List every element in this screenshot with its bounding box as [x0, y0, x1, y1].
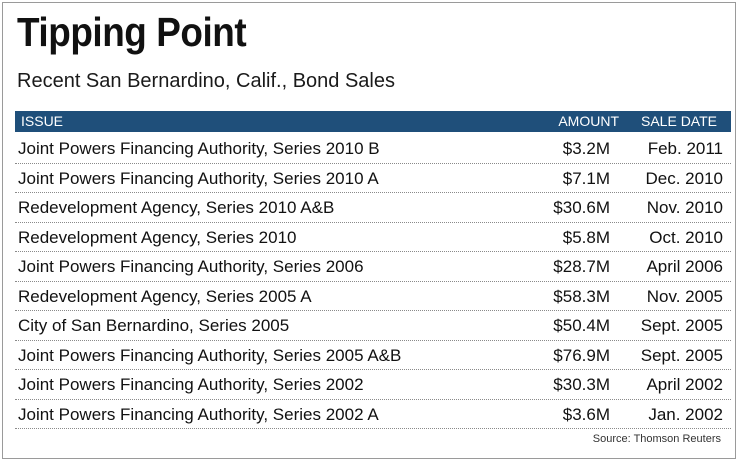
cell-sale-date: Nov. 2005 — [646, 286, 723, 306]
cell-amount: $28.7M — [553, 257, 610, 276]
cell-amount: $3.2M — [562, 139, 610, 158]
chart-frame: Tipping Point Recent San Bernardino, Cal… — [2, 2, 736, 459]
cell-issue: Joint Powers Financing Authority, Series… — [18, 168, 379, 188]
cell-amount: $3.6M — [562, 404, 610, 424]
cell-amount: $30.6M — [553, 198, 610, 217]
cell-issue: Redevelopment Agency, Series 2005 A — [18, 286, 312, 306]
cell-amount: $5.8M — [562, 227, 610, 247]
cell-sale-date: April 2002 — [646, 375, 723, 394]
cell-sale-date: Oct. 2010 — [649, 227, 723, 247]
cell-amount: $30.3M — [553, 375, 610, 394]
cell-issue: City of San Bernardino, Series 2005 — [18, 316, 290, 335]
cell-sale-date: Dec. 2010 — [645, 168, 724, 188]
table-row: Joint Powers Financing Authority, Series… — [15, 400, 731, 429]
table-row: Joint Powers Financing Authority, Series… — [15, 164, 731, 193]
table-row: Joint Powers Financing Authority, Series… — [15, 341, 731, 370]
table-body: Joint Powers Financing Authority, Series… — [15, 134, 731, 429]
cell-amount: $7.1M — [562, 168, 610, 188]
cell-issue: Redevelopment Agency, Series 2010 — [18, 227, 297, 247]
cell-issue: Joint Powers Financing Authority, Series… — [18, 375, 364, 394]
column-header-issue: ISSUE — [21, 113, 64, 129]
table-row: Joint Powers Financing Authority, Series… — [15, 252, 731, 282]
chart-subtitle: Recent San Bernardino, Calif., Bond Sale… — [17, 70, 395, 92]
cell-sale-date: Jan. 2002 — [648, 404, 723, 424]
cell-amount: $76.9M — [553, 345, 610, 365]
table-row: Joint Powers Financing Authority, Series… — [15, 370, 731, 400]
table-row: City of San Bernardino, Series 2005 $50.4… — [15, 311, 731, 341]
cell-sale-date: Sept. 2005 — [640, 345, 723, 365]
table-row: Joint Powers Financing Authority, Series… — [15, 134, 731, 164]
cell-sale-date: April 2006 — [646, 257, 723, 276]
cell-sale-date: Nov. 2010 — [646, 198, 723, 217]
cell-issue: Joint Powers Financing Authority, Series… — [18, 257, 364, 276]
table-row: Redevelopment Agency, Series 2010 $5.8M Oc… — [15, 223, 731, 252]
cell-issue: Joint Powers Financing Authority, Series… — [18, 345, 402, 365]
cell-amount: $58.3M — [553, 286, 610, 306]
cell-issue: Redevelopment Agency, Series 2010 A&B — [18, 198, 335, 217]
cell-sale-date: Feb. 2011 — [647, 139, 723, 158]
table-header: ISSUE AMOUNT SALE DATE — [15, 111, 731, 132]
cell-sale-date: Sept. 2005 — [640, 316, 723, 335]
source-note: Source: Thomson Reuters — [592, 433, 721, 445]
cell-amount: $50.4M — [553, 316, 610, 335]
column-header-amount: AMOUNT — [558, 113, 619, 129]
table-row: Redevelopment Agency, Series 2010 A&B $30… — [15, 193, 731, 223]
column-header-sale-date: SALE DATE — [641, 113, 717, 129]
table-row: Redevelopment Agency, Series 2005 A $58.3… — [15, 282, 731, 311]
cell-issue: Joint Powers Financing Authority, Series… — [18, 404, 379, 424]
cell-issue: Joint Powers Financing Authority, Series… — [18, 139, 380, 158]
chart-title: Tipping Point — [17, 9, 247, 55]
